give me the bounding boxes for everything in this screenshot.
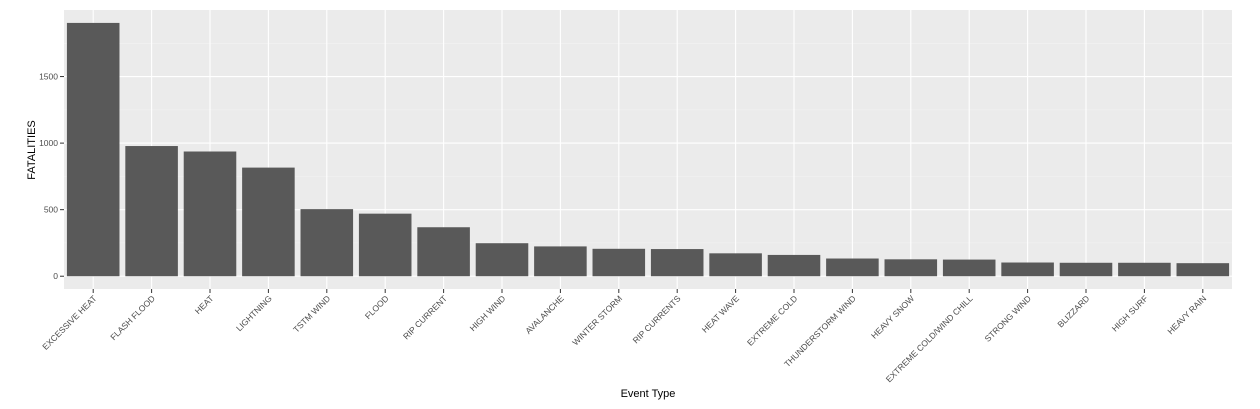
x-tick-label: AVALANCHE (523, 293, 566, 336)
x-tick-label: RIP CURRENTS (631, 293, 683, 345)
bar-lightning (242, 168, 295, 277)
bar-heat-wave (709, 253, 762, 276)
bar-rip-currents (651, 249, 704, 276)
x-tick-label: BLIZZARD (1055, 293, 1091, 329)
x-tick-label: HIGH SURF (1110, 293, 1150, 333)
bar-avalanche (534, 246, 587, 276)
bar-rip-current (417, 227, 470, 276)
bar-extreme-cold (768, 255, 821, 276)
x-tick-label: HEAVY SNOW (869, 293, 916, 340)
bar-tstm-wind (301, 209, 354, 276)
y-tick-label: 1000 (39, 138, 58, 148)
bar-thunderstorm-wind (826, 259, 879, 277)
x-axis-ticks: EXCESSIVE HEAT FLASH FLOOD HEAT LIGHTNING TS… (40, 289, 1208, 384)
bar-flood (359, 214, 412, 277)
bar-high-surf (1118, 263, 1171, 276)
bar-high-wind (476, 243, 529, 276)
x-tick-label: HEAT WAVE (700, 293, 741, 334)
x-tick-label: STRONG WIND (983, 293, 1033, 343)
bar-blizzard (1060, 263, 1113, 276)
y-tick-label: 0 (53, 271, 58, 281)
bar-excessive-heat (67, 23, 120, 276)
y-axis-title: FATALITIES (26, 120, 38, 180)
bar-strong-wind (1001, 263, 1054, 277)
x-tick-label: FLOOD (363, 293, 391, 321)
y-tick-label: 500 (44, 205, 58, 215)
bar-heat (184, 151, 237, 276)
x-tick-label: HEAT (193, 293, 216, 316)
x-tick-label: EXCESSIVE HEAT (40, 293, 98, 351)
x-tick-label: RIP CURRENT (401, 293, 449, 341)
bar-heavy-snow (885, 259, 938, 276)
x-tick-label: WINTER STORM (570, 293, 624, 347)
plot-panel (64, 10, 1232, 289)
x-tick-label: LIGHTNING (234, 293, 274, 333)
x-tick-label: HIGH WIND (468, 293, 508, 333)
y-axis-ticks: 0 500 1000 1500 (39, 72, 64, 282)
bar-extreme-cold-wind-chill (943, 260, 996, 277)
y-tick-label: 1500 (39, 72, 58, 82)
x-tick-label: EXTREME COLD (745, 293, 800, 348)
x-tick-label: TSTM WIND (291, 293, 332, 334)
x-axis-title: Event Type (621, 388, 676, 400)
bar-heavy-rain (1177, 263, 1230, 276)
x-tick-label: HEAVY RAIN (1165, 293, 1208, 336)
bar-flash-flood (125, 146, 178, 276)
x-tick-label: FLASH FLOOD (108, 293, 157, 342)
bar-winter-storm (593, 249, 646, 276)
